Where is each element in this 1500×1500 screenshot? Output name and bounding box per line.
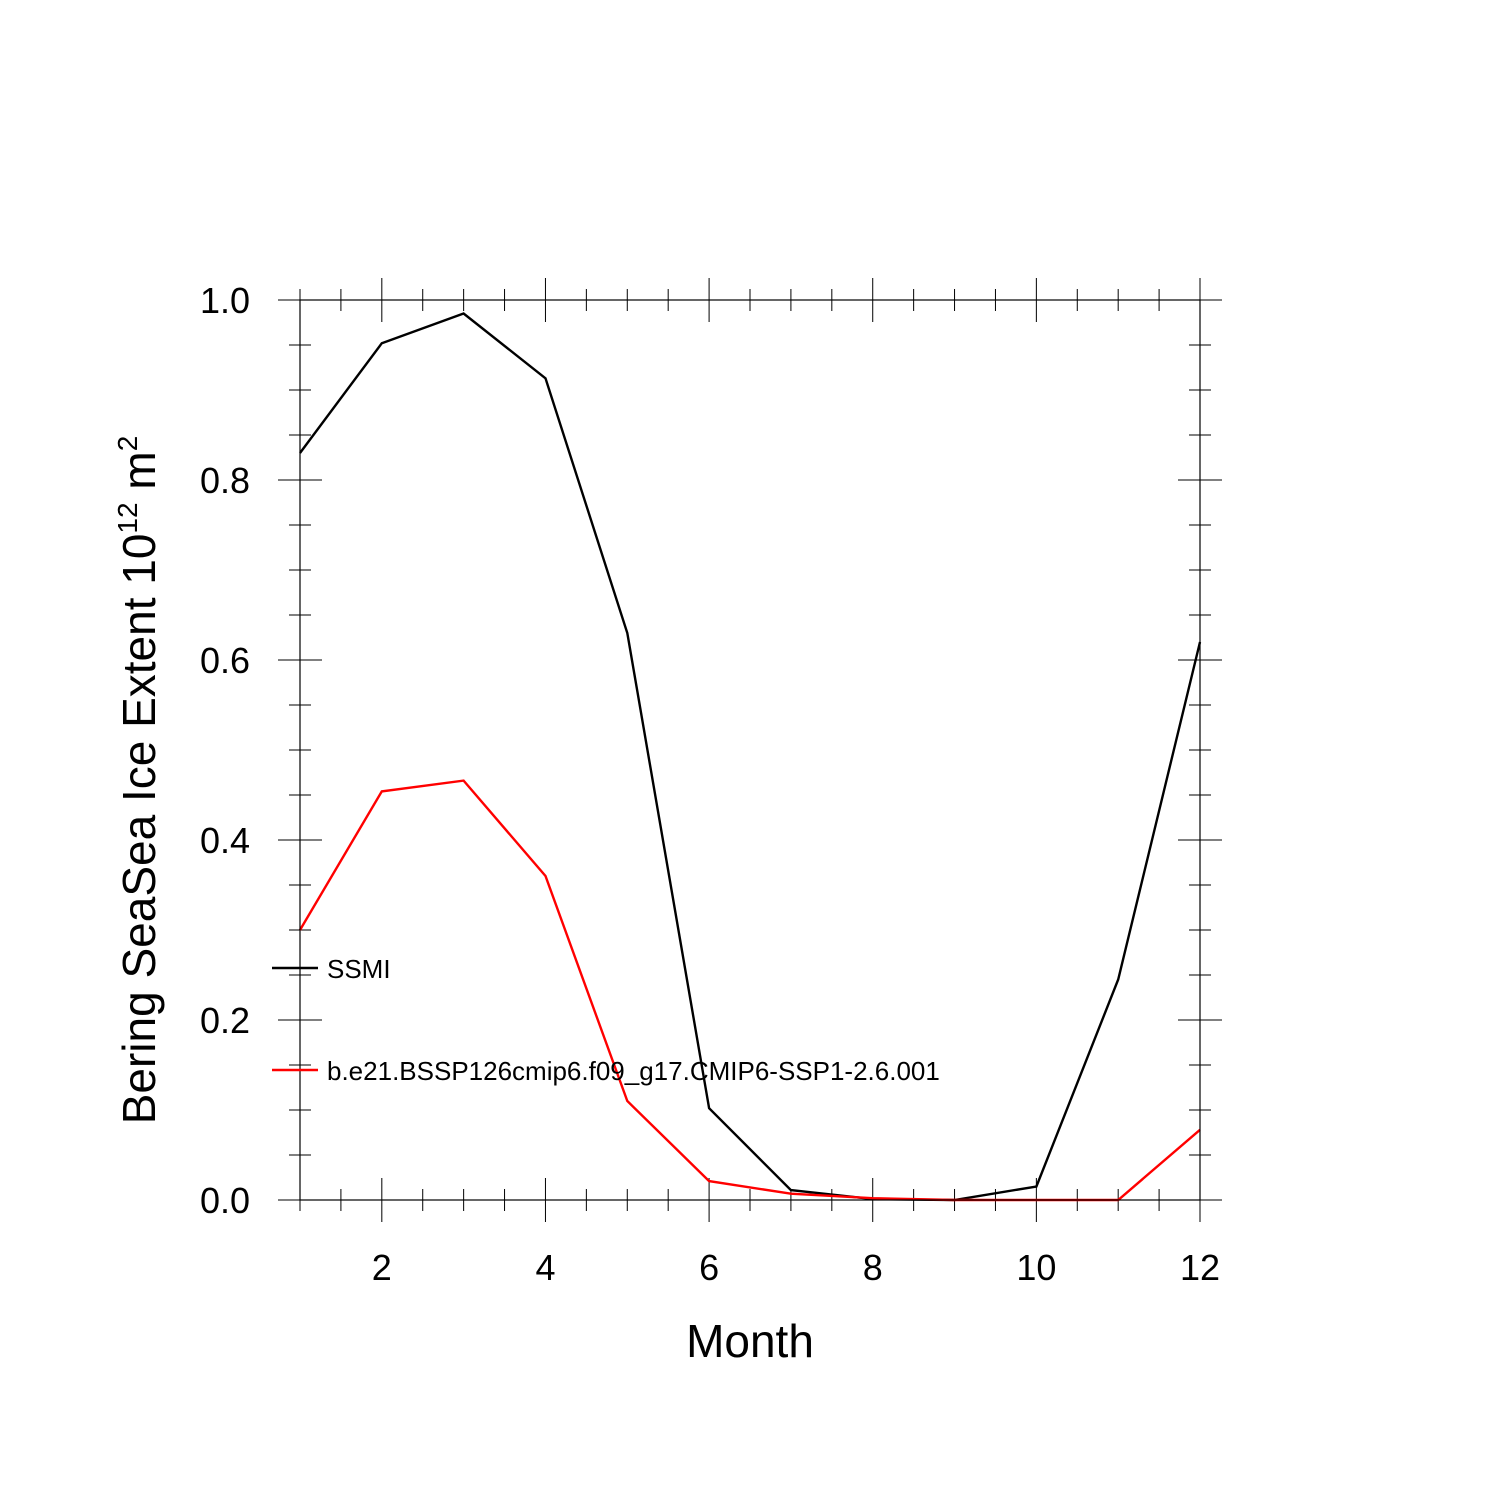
x-tick-label: 4 <box>535 1247 555 1288</box>
legend: SSMI b.e21.BSSP126cmip6.f09_g17.CMIP6-SS… <box>272 954 940 1086</box>
y-tick-labels: 0.0 0.2 0.4 0.6 0.8 1.0 <box>200 280 250 1221</box>
x-tick-label: 2 <box>372 1247 392 1288</box>
x-tick-label: 6 <box>699 1247 719 1288</box>
legend-label-model: b.e21.BSSP126cmip6.f09_g17.CMIP6-SSP1-2.… <box>327 1056 940 1086</box>
x-axis-title: Month <box>686 1315 814 1367</box>
x-tick-label: 8 <box>863 1247 883 1288</box>
series-line-0 <box>299 312 1202 1202</box>
y-tick-label: 0.0 <box>200 1180 250 1221</box>
y-axis-title: Bering SeaSea Ice Extent 1012 m2 <box>112 436 165 1125</box>
y-axis-title-exponent: 12 <box>112 502 143 533</box>
x-tick-label: 10 <box>1016 1247 1056 1288</box>
y-tick-label: 0.4 <box>200 820 250 861</box>
plot-frame <box>299 299 1201 1201</box>
series-line-1 <box>298 779 1201 1202</box>
y-tick-label: 0.8 <box>200 460 250 501</box>
y-axis-title-main: Bering SeaSea Ice Extent 10 <box>113 534 165 1125</box>
x-tick-labels: 2 4 6 8 10 12 <box>372 1247 1220 1288</box>
x-tick-label: 12 <box>1180 1247 1220 1288</box>
legend-label-ssmi: SSMI <box>327 954 391 984</box>
y-tick-label: 0.6 <box>200 640 250 681</box>
y-tick-label: 1.0 <box>200 280 250 321</box>
y-tick-label: 0.2 <box>200 1000 250 1041</box>
y-axis-title-unit-exponent: 2 <box>112 436 143 452</box>
y-axis-title-unit: m <box>113 451 165 502</box>
